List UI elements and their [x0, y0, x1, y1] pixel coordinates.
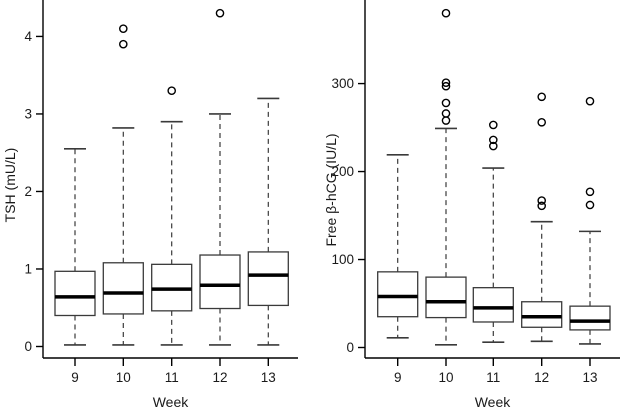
x-tick-label: 9	[394, 370, 402, 385]
outlier-point	[119, 39, 128, 49]
iqr-box	[521, 301, 563, 328]
x-tick-label: 10	[438, 370, 453, 385]
boxplot-week-12	[199, 8, 241, 346]
outlier-point	[441, 78, 451, 87]
boxplot-week-9	[377, 154, 419, 339]
outlier-point	[215, 8, 225, 18]
outlier-point	[119, 24, 128, 33]
boxplot-week-13	[247, 97, 289, 346]
x-tick-label: 10	[116, 370, 131, 385]
x-tick-label: 11	[486, 370, 500, 385]
outlier-point	[585, 96, 595, 106]
iqr-box	[199, 254, 241, 310]
outlier-point	[441, 116, 451, 125]
iqr-box	[102, 262, 144, 315]
outlier-point	[488, 141, 498, 151]
boxplot-week-11	[151, 86, 193, 346]
boxplot-week-13	[569, 96, 611, 345]
y-tick-label: 1	[24, 261, 32, 276]
y-tick-label: 2	[24, 184, 32, 199]
outlier-point	[441, 81, 451, 91]
iqr-box	[54, 270, 96, 317]
y-tick-label: 100	[331, 252, 354, 267]
boxplot-week-12	[521, 92, 563, 343]
iqr-box	[569, 305, 611, 331]
outlier-point	[441, 109, 451, 118]
y-axis-label: TSH (mU/L)	[2, 148, 18, 223]
boxplot-week-11	[472, 120, 514, 344]
x-tick-label: 12	[212, 370, 227, 385]
outlier-point	[441, 8, 451, 18]
iqr-box	[472, 287, 514, 323]
outlier-point	[585, 200, 595, 210]
x-axis-label: Week	[475, 394, 512, 410]
iqr-box	[425, 276, 467, 319]
outlier-point	[537, 117, 547, 127]
y-tick-label: 200	[331, 164, 354, 179]
outlier-point	[488, 120, 498, 130]
outlier-point	[537, 92, 547, 102]
outlier-point	[488, 135, 498, 145]
x-tick-label: 12	[534, 370, 549, 385]
y-tick-label: 0	[346, 340, 354, 355]
outlier-point	[441, 98, 451, 108]
outlier-point	[585, 187, 595, 197]
x-tick-label: 13	[582, 370, 597, 385]
x-tick-label: 13	[261, 370, 276, 385]
panel-right: 0 100 200 300 9 10 11 12 13 Week Free β-hCG (IU/L)	[323, 0, 620, 410]
y-tick-label: 0	[24, 339, 32, 354]
outlier-point	[537, 201, 547, 211]
outlier-point	[167, 86, 176, 95]
iqr-box	[377, 271, 419, 318]
iqr-box	[247, 251, 289, 307]
x-tick-label: 11	[165, 370, 179, 385]
y-axis-label: Free β-hCG (IU/L)	[323, 133, 339, 246]
outlier-point	[537, 196, 547, 205]
y-tick-label: 3	[24, 106, 32, 121]
y-tick-label: 4	[24, 29, 32, 44]
y-tick-label: 300	[331, 76, 354, 91]
boxplot-week-9	[54, 148, 96, 346]
x-tick-label: 9	[71, 370, 79, 385]
x-axis-label: Week	[153, 394, 190, 410]
boxplot-week-10	[425, 8, 467, 346]
boxplot-week-10	[102, 24, 144, 346]
